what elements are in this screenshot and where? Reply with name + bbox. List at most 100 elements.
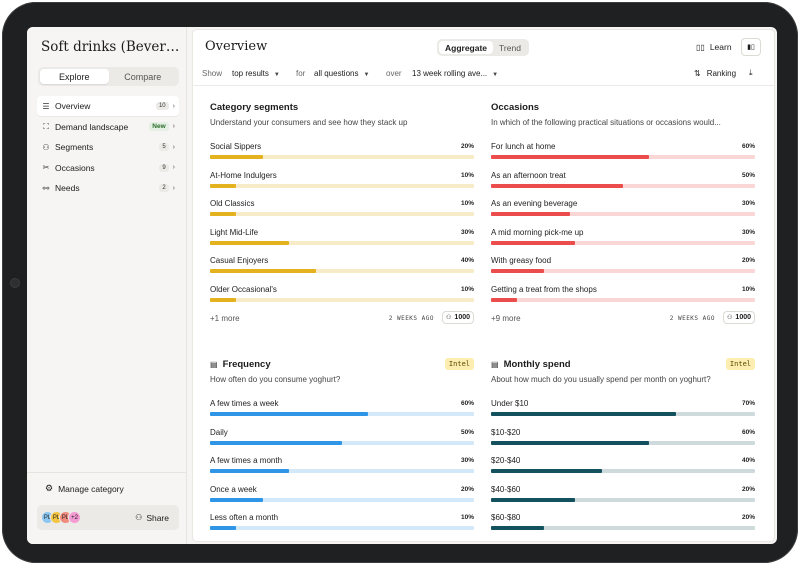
result-row[interactable]: With greasy food 20%: [491, 250, 755, 279]
result-percent: 70%: [741, 400, 755, 407]
ranking-button[interactable]: ⇅ Ranking: [694, 69, 736, 78]
panel-toggle-button[interactable]: ▮▯: [741, 38, 761, 56]
result-row[interactable]: Once a week 20%: [210, 479, 474, 508]
over-dropdown[interactable]: 13 week rolling ave... ▼: [412, 69, 498, 78]
result-percent: 60%: [741, 428, 755, 436]
more-results-link[interactable]: +9 more: [491, 313, 521, 323]
for-value: all questions: [314, 69, 359, 78]
result-percent: 30%: [460, 228, 474, 236]
result-label: $20-$40: [491, 456, 521, 466]
result-row[interactable]: Social Sippers 20%: [210, 136, 474, 165]
over-value: 13 week rolling ave...: [412, 69, 488, 78]
gear-icon: ⚙: [45, 483, 54, 493]
over-label: over: [386, 69, 402, 78]
chevron-down-icon: ▼: [492, 72, 499, 78]
result-row[interactable]: At-Home Indulgers 10%: [210, 165, 474, 194]
view-aggregate-button[interactable]: Aggregate: [439, 41, 494, 54]
card-title[interactable]: Category segments: [210, 101, 299, 113]
chevron-right-icon: ›: [172, 164, 175, 172]
result-row[interactable]: Daily 50%: [210, 422, 474, 451]
category-title[interactable]: Soft drinks (Beverage...: [41, 39, 181, 55]
result-row[interactable]: As an afternoon treat 50%: [491, 165, 755, 194]
card-footer: +9 more 2 WEEKS AGO ⚇ 1000: [491, 310, 755, 326]
sidebar-item-needs[interactable]: ⚯ Needs 2 ›: [37, 178, 179, 198]
result-bar-fill: [491, 469, 602, 474]
for-dropdown[interactable]: all questions ▼: [314, 69, 369, 78]
sample-size-badge: ⚇ 1000: [442, 310, 474, 324]
result-percent: 30%: [741, 200, 755, 208]
chevron-right-icon: ›: [172, 102, 175, 110]
result-row[interactable]: Less often a month 10%: [210, 507, 474, 536]
more-results-link[interactable]: +1 more: [210, 313, 240, 323]
result-row[interactable]: Casual Enjoyers 40%: [210, 250, 474, 279]
result-row[interactable]: $60-$80 20%: [491, 507, 755, 536]
result-percent: 20%: [460, 143, 474, 150]
result-bar-track: [491, 526, 755, 531]
download-button[interactable]: ⤓: [749, 68, 753, 78]
result-bar-track: [491, 183, 755, 188]
result-row[interactable]: As an evening beverage 30%: [491, 193, 755, 222]
show-dropdown[interactable]: top results ▼: [232, 69, 280, 78]
card-subtitle: Understand your consumers and see how th…: [210, 118, 408, 127]
result-label: As an evening beverage: [491, 199, 578, 209]
result-bar-fill: [491, 212, 571, 217]
result-row[interactable]: A few times a week 60%: [210, 393, 474, 422]
needs-icon: ⚯: [42, 183, 50, 193]
chat-icon: ▤: [491, 359, 499, 369]
result-percent: 10%: [460, 171, 474, 179]
result-bar-track: [210, 497, 474, 502]
result-bar-fill: [210, 269, 316, 274]
result-row[interactable]: Older Occasional's 10%: [210, 279, 474, 308]
result-row[interactable]: Old Classics 10%: [210, 193, 474, 222]
result-percent: 50%: [460, 428, 474, 436]
learn-button[interactable]: ▯▯ Learn: [696, 42, 732, 52]
sidebar-item-demand-landscape[interactable]: ⛶ Demand landscape New ›: [37, 117, 179, 137]
result-bar-fill: [210, 240, 290, 245]
card-subtitle: About how much do you usually spend per …: [491, 375, 711, 384]
result-label: At-Home Indulgers: [210, 170, 277, 180]
mode-explore-button[interactable]: Explore: [40, 69, 109, 84]
intel-badge: Intel: [725, 358, 755, 370]
card-header: ▤ Monthly spend Intel: [491, 355, 755, 373]
result-row[interactable]: $10-$20 60%: [491, 422, 755, 451]
result-row[interactable]: For lunch at home 60%: [491, 136, 755, 165]
card-title[interactable]: Frequency: [222, 358, 271, 370]
result-label: A few times a week: [210, 399, 279, 408]
people-icon: ⚇: [727, 314, 733, 321]
result-row[interactable]: A few times a month 30%: [210, 450, 474, 479]
card-title[interactable]: Occasions: [491, 101, 540, 113]
sidebar-item-segments[interactable]: ⚇ Segments 5 ›: [37, 137, 179, 157]
result-row[interactable]: Getting a treat from the shops 10%: [491, 279, 755, 308]
result-bar-track: [210, 297, 474, 302]
mode-compare-button[interactable]: Compare: [124, 71, 162, 82]
avatar: +2: [68, 511, 81, 524]
result-bar-track: [210, 469, 474, 474]
result-row[interactable]: $20-$40 40%: [491, 450, 755, 479]
result-bar-track: [210, 440, 474, 445]
result-bar-fill: [491, 440, 650, 445]
sidebar-item-overview[interactable]: ☰ Overview 10 ›: [37, 96, 179, 116]
collaborator-avatars[interactable]: PL PL PL +2: [41, 511, 81, 524]
result-label: Old Classics: [210, 199, 255, 209]
updated-timestamp: 2 WEEKS AGO: [388, 314, 434, 322]
result-percent: 10%: [460, 285, 474, 293]
result-row[interactable]: A mid morning pick-me up 30%: [491, 222, 755, 251]
result-percent: 10%: [741, 285, 755, 293]
result-bar-track: [491, 412, 755, 416]
chevron-right-icon: ›: [172, 123, 175, 131]
result-bar-fill: [210, 440, 342, 445]
result-label: Casual Enjoyers: [210, 256, 269, 266]
result-row[interactable]: Light Mid-Life 30%: [210, 222, 474, 251]
result-row[interactable]: Under $10 70%: [491, 393, 755, 422]
share-button[interactable]: ⚇ Share: [135, 513, 175, 523]
sidebar-panel-icon: ▮▯: [747, 44, 755, 51]
result-bar-fill: [491, 297, 518, 302]
result-row[interactable]: $40-$60 20%: [491, 479, 755, 508]
manage-category-button[interactable]: ⚙ Manage category: [45, 483, 124, 494]
result-bar-track: [210, 155, 474, 159]
sidebar-item-occasions[interactable]: ✂ Occasions 9 ›: [37, 158, 179, 178]
card-title[interactable]: Monthly spend: [503, 358, 571, 370]
result-label: $10-$20: [491, 427, 521, 437]
view-trend-button[interactable]: Trend: [499, 42, 521, 53]
book-icon: ▯▯: [696, 42, 705, 52]
